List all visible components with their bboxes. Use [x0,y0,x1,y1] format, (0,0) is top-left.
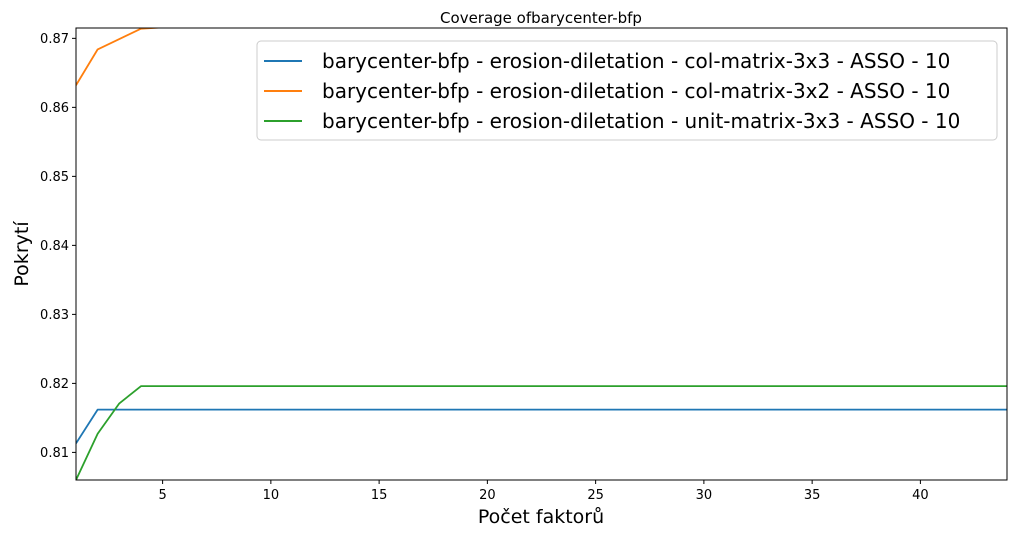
x-tick-label: 25 [587,488,604,503]
x-tick-label: 5 [158,488,166,503]
y-axis: 0.81 0.82 0.83 0.84 0.85 0.86 0.87 [40,32,76,461]
legend-label-3: barycenter-bfp - erosion-diletation - un… [322,109,960,133]
plot-frame [75,27,1008,481]
y-tick-label: 0.83 [40,308,69,323]
chart-title: Coverage ofbarycenter-bfp [440,9,642,27]
y-tick-label: 0.81 [40,446,69,461]
y-axis-title: Pokrytí [11,221,33,287]
x-axis: 5 10 15 20 25 30 35 40 [158,480,929,503]
x-tick-label: 35 [804,488,821,503]
legend: barycenter-bfp - erosion-diletation - co… [256,40,998,141]
y-tick-label: 0.87 [40,32,69,47]
series-layer [76,28,1007,480]
x-tick-label: 10 [263,488,280,503]
x-axis-title: Počet faktorů [478,506,604,528]
series-line-1 [76,408,1007,444]
y-tick-label: 0.84 [40,239,69,254]
x-tick-label: 20 [479,488,496,503]
x-tick-label: 30 [696,488,713,503]
y-tick-label: 0.86 [40,101,69,116]
y-tick-label: 0.85 [40,170,69,185]
legend-label-2: barycenter-bfp - erosion-diletation - co… [322,79,950,103]
legend-box [256,40,998,141]
x-tick-label: 40 [912,488,929,503]
x-tick-label: 15 [371,488,388,503]
legend-items: barycenter-bfp - erosion-diletation - co… [264,49,960,133]
series-line-2 [76,28,1007,86]
series-line-3 [76,385,1007,480]
legend-label-1: barycenter-bfp - erosion-diletation - co… [322,49,950,73]
y-tick-label: 0.82 [40,377,69,392]
